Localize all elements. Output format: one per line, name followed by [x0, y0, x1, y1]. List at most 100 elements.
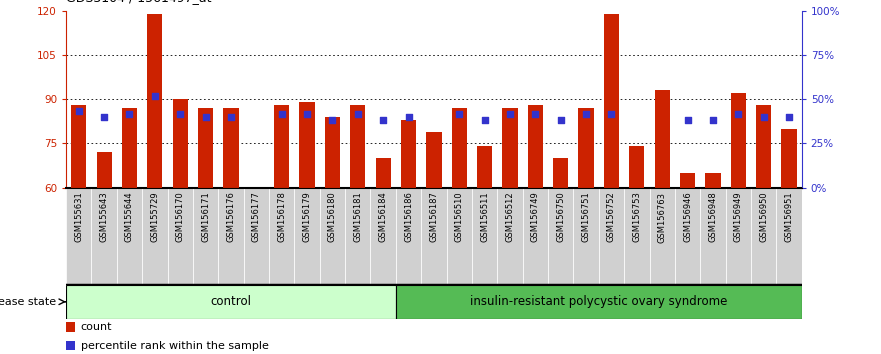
Bar	[629, 146, 644, 188]
Bar	[477, 146, 492, 188]
Text: GSM156753: GSM156753	[633, 192, 641, 242]
Bar	[274, 105, 289, 188]
Point	[325, 117, 339, 122]
Bar	[167, 188, 193, 285]
Text: GSM155729: GSM155729	[151, 192, 159, 242]
Bar	[548, 188, 574, 285]
Point	[300, 111, 315, 117]
Point	[478, 117, 492, 122]
Bar	[375, 158, 391, 188]
Bar	[173, 99, 188, 188]
Text: count: count	[81, 322, 112, 332]
Point	[731, 111, 745, 117]
Bar	[193, 188, 218, 285]
Bar	[142, 188, 167, 285]
Point	[680, 117, 694, 122]
Bar	[300, 102, 315, 188]
Bar	[325, 117, 340, 188]
Point	[579, 111, 593, 117]
Text: GSM156950: GSM156950	[759, 192, 768, 242]
Text: GSM156177: GSM156177	[252, 192, 261, 242]
Text: GSM156176: GSM156176	[226, 192, 235, 242]
Bar	[294, 188, 320, 285]
Text: GSM156184: GSM156184	[379, 192, 388, 242]
Text: GSM156946: GSM156946	[683, 192, 692, 242]
Text: GSM155631: GSM155631	[74, 192, 84, 242]
Text: GSM156178: GSM156178	[278, 192, 286, 242]
Bar	[224, 108, 239, 188]
Bar	[528, 105, 543, 188]
Point	[553, 117, 567, 122]
Point	[148, 93, 162, 99]
Text: GSM155643: GSM155643	[100, 192, 108, 242]
Bar	[269, 188, 294, 285]
Bar	[66, 322, 75, 332]
Bar	[218, 188, 244, 285]
Point	[376, 117, 390, 122]
Text: GSM156951: GSM156951	[784, 192, 794, 242]
Text: disease state: disease state	[0, 297, 56, 307]
Bar	[599, 188, 624, 285]
Text: GSM156763: GSM156763	[658, 192, 667, 242]
Text: control: control	[211, 295, 251, 308]
Text: insulin-resistant polycystic ovary syndrome: insulin-resistant polycystic ovary syndr…	[470, 295, 728, 308]
Point	[122, 111, 137, 117]
Bar	[472, 188, 497, 285]
Bar	[447, 188, 472, 285]
Text: GSM156751: GSM156751	[581, 192, 590, 242]
Point	[529, 111, 543, 117]
Bar	[776, 188, 802, 285]
Bar	[198, 108, 213, 188]
Bar	[574, 188, 599, 285]
Text: GSM156170: GSM156170	[175, 192, 185, 242]
Point	[782, 114, 796, 120]
Text: GSM156511: GSM156511	[480, 192, 489, 242]
Bar	[726, 188, 751, 285]
Text: GSM156186: GSM156186	[404, 192, 413, 242]
Bar	[700, 188, 726, 285]
Text: GSM156181: GSM156181	[353, 192, 362, 242]
Bar	[244, 188, 269, 285]
Bar	[92, 188, 117, 285]
Bar	[502, 108, 518, 188]
Bar	[345, 188, 371, 285]
Bar	[122, 108, 137, 188]
Bar	[624, 188, 649, 285]
Text: GDS3104 / 1561497_at: GDS3104 / 1561497_at	[66, 0, 211, 4]
Bar	[452, 108, 467, 188]
Text: GSM156187: GSM156187	[429, 192, 439, 242]
Bar	[71, 105, 86, 188]
Bar	[522, 188, 548, 285]
Bar	[497, 188, 522, 285]
Bar	[730, 93, 746, 188]
Point	[402, 114, 416, 120]
Bar	[675, 188, 700, 285]
Text: GSM156750: GSM156750	[556, 192, 566, 242]
Text: GSM155644: GSM155644	[125, 192, 134, 242]
Point	[503, 111, 517, 117]
Bar	[426, 132, 441, 188]
Text: GSM156752: GSM156752	[607, 192, 616, 242]
Point	[97, 114, 111, 120]
Bar	[680, 173, 695, 188]
Bar	[396, 285, 802, 319]
Bar	[147, 13, 162, 188]
Bar	[117, 188, 142, 285]
Bar	[97, 152, 112, 188]
Bar	[66, 285, 396, 319]
Text: GSM156179: GSM156179	[302, 192, 312, 242]
Point	[757, 114, 771, 120]
Point	[351, 111, 365, 117]
Bar	[421, 188, 447, 285]
Text: GSM156510: GSM156510	[455, 192, 463, 242]
Text: GSM156749: GSM156749	[531, 192, 540, 242]
Point	[198, 114, 212, 120]
Bar	[706, 173, 721, 188]
Bar	[66, 341, 75, 350]
Bar	[401, 120, 416, 188]
Text: percentile rank within the sample: percentile rank within the sample	[81, 341, 269, 350]
Point	[706, 117, 720, 122]
Point	[224, 114, 238, 120]
Text: GSM156512: GSM156512	[506, 192, 515, 242]
Bar	[371, 188, 396, 285]
